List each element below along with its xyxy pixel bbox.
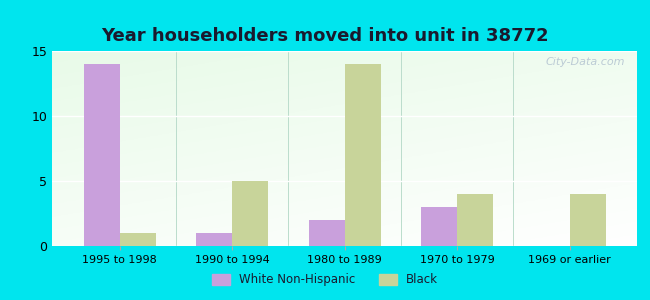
- Bar: [344, 64, 380, 246]
- Bar: [83, 64, 120, 246]
- Bar: [232, 181, 268, 246]
- Text: City-Data.com: City-Data.com: [546, 57, 625, 67]
- Bar: [421, 207, 457, 246]
- Bar: [120, 233, 155, 246]
- Bar: [196, 233, 232, 246]
- Text: Year householders moved into unit in 38772: Year householders moved into unit in 387…: [101, 27, 549, 45]
- Bar: [569, 194, 606, 246]
- Bar: [309, 220, 344, 246]
- Bar: [457, 194, 493, 246]
- Legend: White Non-Hispanic, Black: White Non-Hispanic, Black: [207, 269, 443, 291]
